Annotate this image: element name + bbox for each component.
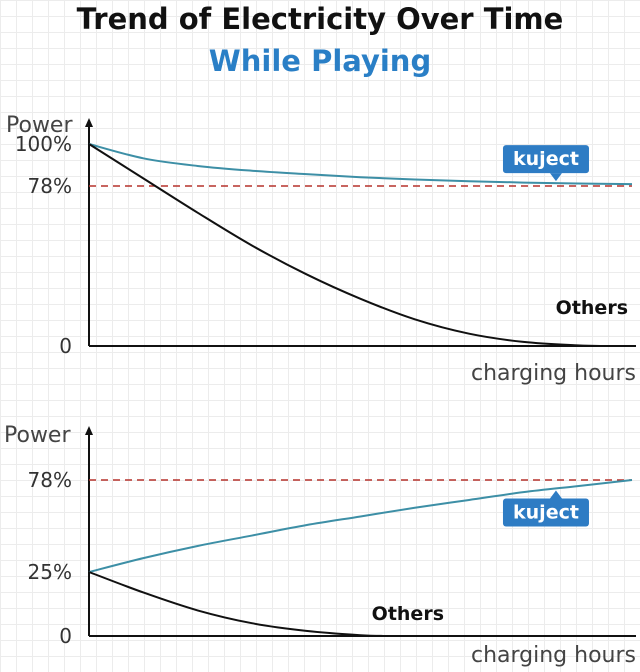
series-line-kuject: [88, 143, 633, 186]
series-line-others: [88, 143, 605, 347]
series-line-others: [88, 571, 388, 637]
y-tick-label: 78%: [28, 174, 72, 198]
series-label-others: Others: [556, 297, 628, 319]
y-axis-arrow: [85, 118, 93, 127]
series-badge-kuject: [502, 498, 589, 527]
badge-pointer: [549, 490, 562, 499]
x-axis-label: charging hours: [471, 643, 636, 668]
series-line-kuject: [88, 479, 633, 573]
y-tick-label: 100%: [15, 132, 72, 156]
y-axis-label: Power: [6, 113, 73, 138]
x-axis-label: charging hours: [471, 361, 636, 386]
series-label-kuject: kuject: [513, 148, 579, 170]
series-badge-kuject: [502, 145, 589, 174]
chart-title: Trend of Electricity Over Time: [76, 2, 564, 36]
y-axis-label: Power: [4, 423, 71, 448]
chart-subtitle: While Playing: [208, 44, 432, 78]
badge-pointer: [549, 173, 562, 182]
y-tick-label: 0: [59, 624, 72, 648]
y-tick-label: 78%: [28, 468, 72, 492]
y-axis-arrow: [85, 426, 93, 435]
y-tick-label: 0: [59, 334, 72, 358]
series-label-others: Others: [372, 603, 444, 625]
series-label-kuject: kuject: [513, 502, 579, 524]
y-tick-label: 25%: [28, 560, 72, 584]
